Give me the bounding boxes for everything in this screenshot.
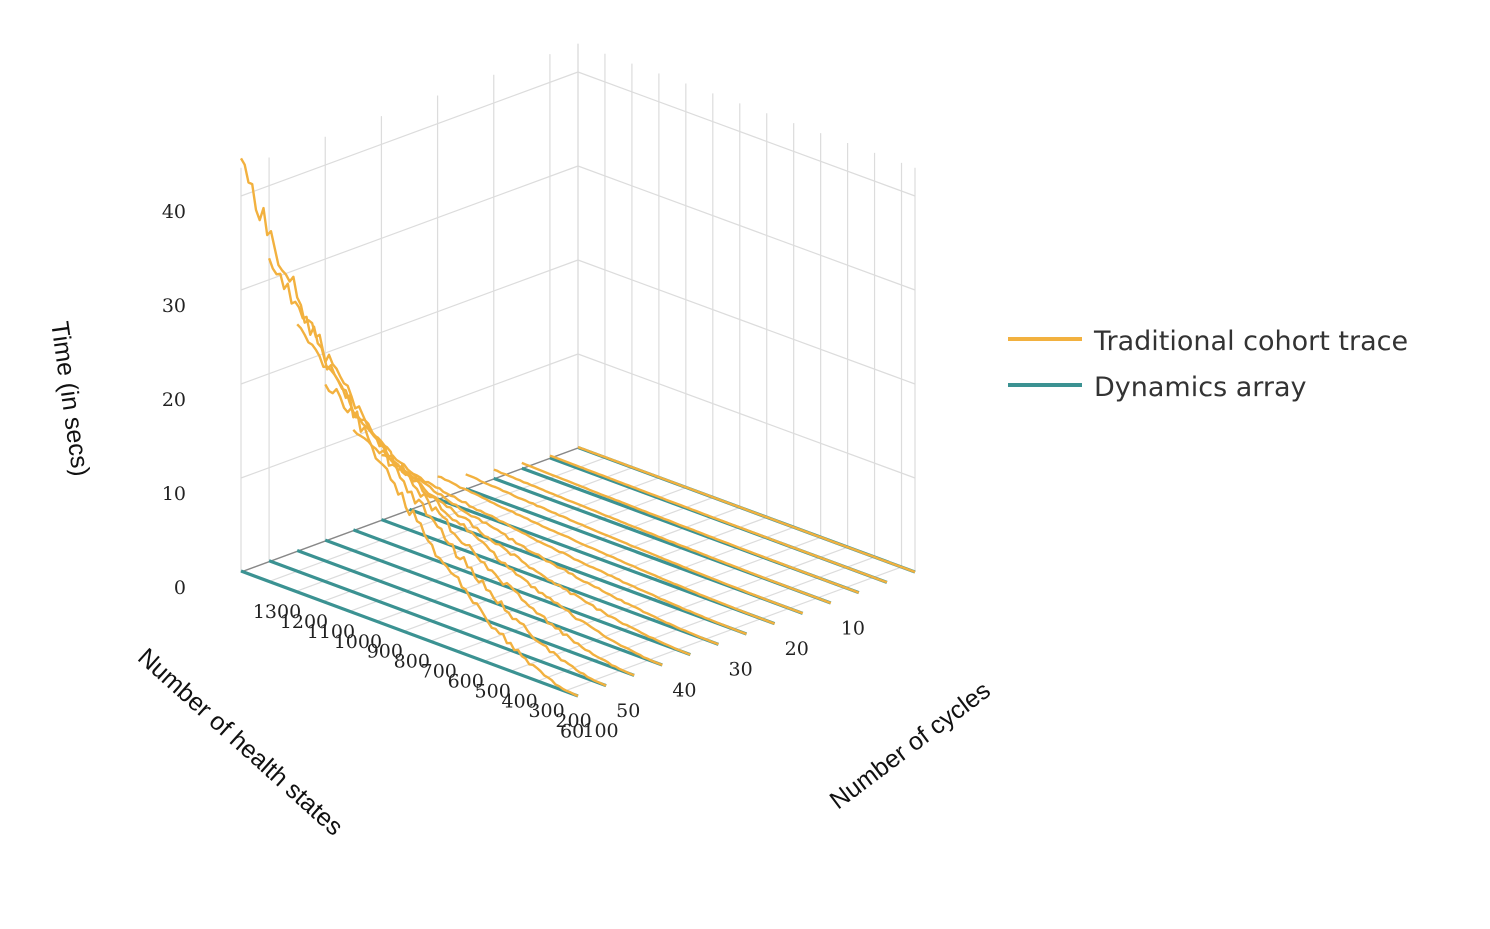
y-tick-label: 100	[582, 720, 618, 742]
y-tick-label: 200	[555, 710, 591, 732]
dynamics-series-line	[296, 548, 635, 677]
x-tick-label: 30	[728, 659, 752, 681]
grid-line	[577, 259, 916, 385]
traditional-series-line	[408, 470, 747, 636]
data-layer	[239, 157, 916, 698]
x-tick-label: 60	[560, 721, 584, 743]
y-axis-title: Number of cycles	[825, 676, 996, 815]
traditional-series-line	[521, 461, 860, 594]
y-tick-label: 800	[394, 651, 430, 673]
z-tick-label: 10	[162, 483, 186, 505]
traditional-series-line	[577, 445, 916, 574]
grid-line	[577, 165, 916, 291]
traditional-series-line	[549, 454, 888, 584]
grid-line	[240, 259, 579, 385]
z-tick-label: 0	[174, 577, 186, 599]
z-axis-title: Time (in secs)	[45, 320, 94, 478]
grid-line	[240, 71, 579, 197]
x-tick-label: 20	[785, 638, 809, 660]
dynamics-series-line	[324, 538, 663, 667]
traditional-series-line	[239, 157, 579, 698]
x-tick-label: 10	[841, 617, 865, 639]
y-tick-label: 1200	[280, 611, 328, 633]
grid-line	[240, 353, 579, 479]
z-tick-label: 40	[162, 201, 186, 223]
x-tick-label: 40	[672, 679, 696, 701]
y-tick-label: 1000	[334, 631, 382, 653]
traditional-series-line	[493, 468, 832, 605]
dynamics-series-line	[240, 569, 579, 698]
grid-line	[577, 71, 916, 197]
y-tick-label: 1300	[253, 601, 301, 623]
y-tick-label: 600	[448, 670, 484, 692]
y-tick-label: 700	[421, 661, 457, 683]
legend: Traditional cohort trace Dynamics array	[1008, 326, 1408, 403]
traditional-series-line	[437, 475, 776, 625]
traditional-series-line	[465, 473, 804, 615]
traditional-series-line	[352, 428, 691, 656]
dynamics-series-line	[352, 528, 691, 657]
tick-layer: 0 10 20 30 40 10 20 30 40 50 601002003004005006007…	[162, 201, 865, 743]
y-tick-label: 500	[475, 680, 511, 702]
dynamics-series-line	[268, 559, 607, 688]
grid-line	[240, 165, 579, 291]
y-tick-label: 300	[528, 700, 564, 722]
y-tick-label: 400	[502, 690, 538, 712]
grid-line	[577, 353, 916, 479]
z-tick-label: 30	[162, 295, 186, 317]
x-axis-title: Number of health states	[132, 643, 348, 841]
z-tick-label: 20	[162, 389, 186, 411]
y-tick-label: 1100	[307, 621, 355, 643]
traditional-series-line	[381, 453, 719, 646]
legend-label-traditional: Traditional cohort trace	[1093, 326, 1408, 357]
legend-label-dynamics: Dynamics array	[1094, 372, 1307, 403]
y-tick-label: 900	[367, 641, 403, 663]
dynamics-series-line	[380, 518, 719, 646]
x-tick-label: 50	[616, 700, 640, 722]
